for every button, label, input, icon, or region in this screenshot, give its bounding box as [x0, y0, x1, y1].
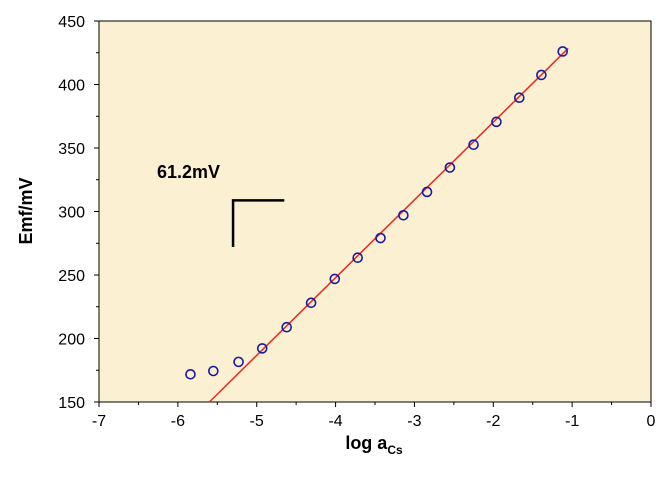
- data-point: [421, 186, 433, 198]
- data-point: [398, 210, 409, 221]
- data-point: [233, 356, 244, 368]
- x-axis-title-subscript: Cs: [387, 443, 403, 457]
- data-point: [536, 69, 547, 81]
- slope-marker: [231, 199, 285, 248]
- data-point: [281, 321, 292, 333]
- slope-bracket: [231, 199, 285, 248]
- y-tick-label: 250: [58, 268, 85, 285]
- data-point: [468, 139, 479, 150]
- data-point: [514, 92, 525, 104]
- fit-line-layer: [208, 47, 569, 403]
- data-point: [491, 116, 502, 128]
- x-tick-label: -7: [92, 413, 106, 430]
- y-tick-label: 300: [58, 205, 85, 222]
- x-tick-label: 0: [647, 413, 656, 430]
- x-tick-label: -1: [565, 413, 579, 430]
- data-point: [444, 162, 456, 173]
- data-point: [329, 273, 341, 285]
- data-point: [375, 232, 386, 244]
- x-axis: -7 -6 -5 -4 -3 -2 -1 0: [92, 402, 656, 430]
- y-tick-label: 350: [58, 141, 85, 158]
- x-tick-label: -3: [407, 413, 421, 430]
- x-tick-label: -5: [250, 413, 264, 430]
- y-tick-label: 150: [58, 395, 85, 412]
- x-tick-label: -2: [486, 413, 500, 430]
- x-tick-label: -4: [328, 413, 342, 430]
- data-point: [208, 365, 219, 377]
- data-point: [185, 369, 196, 380]
- x-tick-label: -6: [171, 413, 185, 430]
- data-points: [185, 46, 568, 380]
- y-axis-title: Emf/mV: [16, 177, 36, 244]
- x-axis-title-main: log a: [345, 433, 388, 453]
- x-axis-title: log aCs: [345, 433, 403, 457]
- data-point: [256, 343, 268, 354]
- plot-area: [98, 20, 652, 403]
- data-point: [352, 252, 363, 264]
- annotation-label: 61.2mV: [157, 162, 220, 182]
- data-point: [557, 46, 568, 57]
- y-tick-label: 400: [58, 78, 85, 95]
- y-axis: 150 200 250 300 350 400 450: [58, 14, 99, 412]
- y-tick-label: 200: [58, 332, 85, 349]
- fit-line: [208, 47, 569, 403]
- data-point: [305, 297, 317, 309]
- y-tick-label: 450: [58, 14, 85, 31]
